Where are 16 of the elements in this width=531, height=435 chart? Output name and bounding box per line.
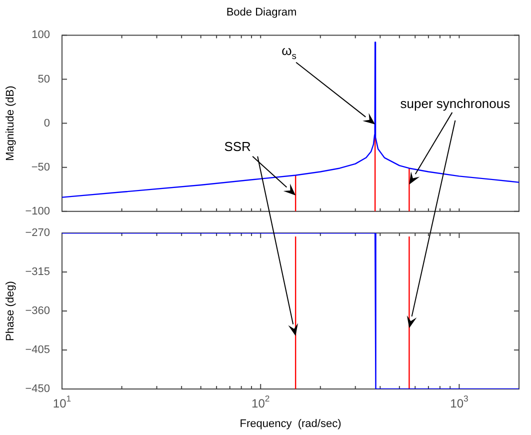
y-tick-label: 0	[44, 117, 50, 130]
y-tick-label: −450	[25, 383, 50, 396]
annotation: SSR	[224, 138, 251, 154]
y-tick-label: −405	[25, 344, 50, 356]
y-tick-label: 100	[32, 29, 50, 42]
y-axis-title: Phase (deg)	[4, 281, 17, 341]
y-tick-label: −360	[25, 305, 50, 318]
y-tick-label: 50	[38, 73, 50, 86]
y-tick-label: −270	[25, 227, 50, 240]
y-axis-title: Magnitude (dB)	[4, 86, 17, 161]
annotation: super synchronous	[400, 96, 511, 112]
x-axis-title: Frequency (rad/sec)	[240, 418, 342, 430]
y-tick-label: −100	[25, 205, 50, 218]
y-tick-label: −50	[31, 161, 50, 174]
y-tick-label: −315	[25, 266, 50, 278]
chart-title: Bode Diagram	[226, 6, 297, 19]
